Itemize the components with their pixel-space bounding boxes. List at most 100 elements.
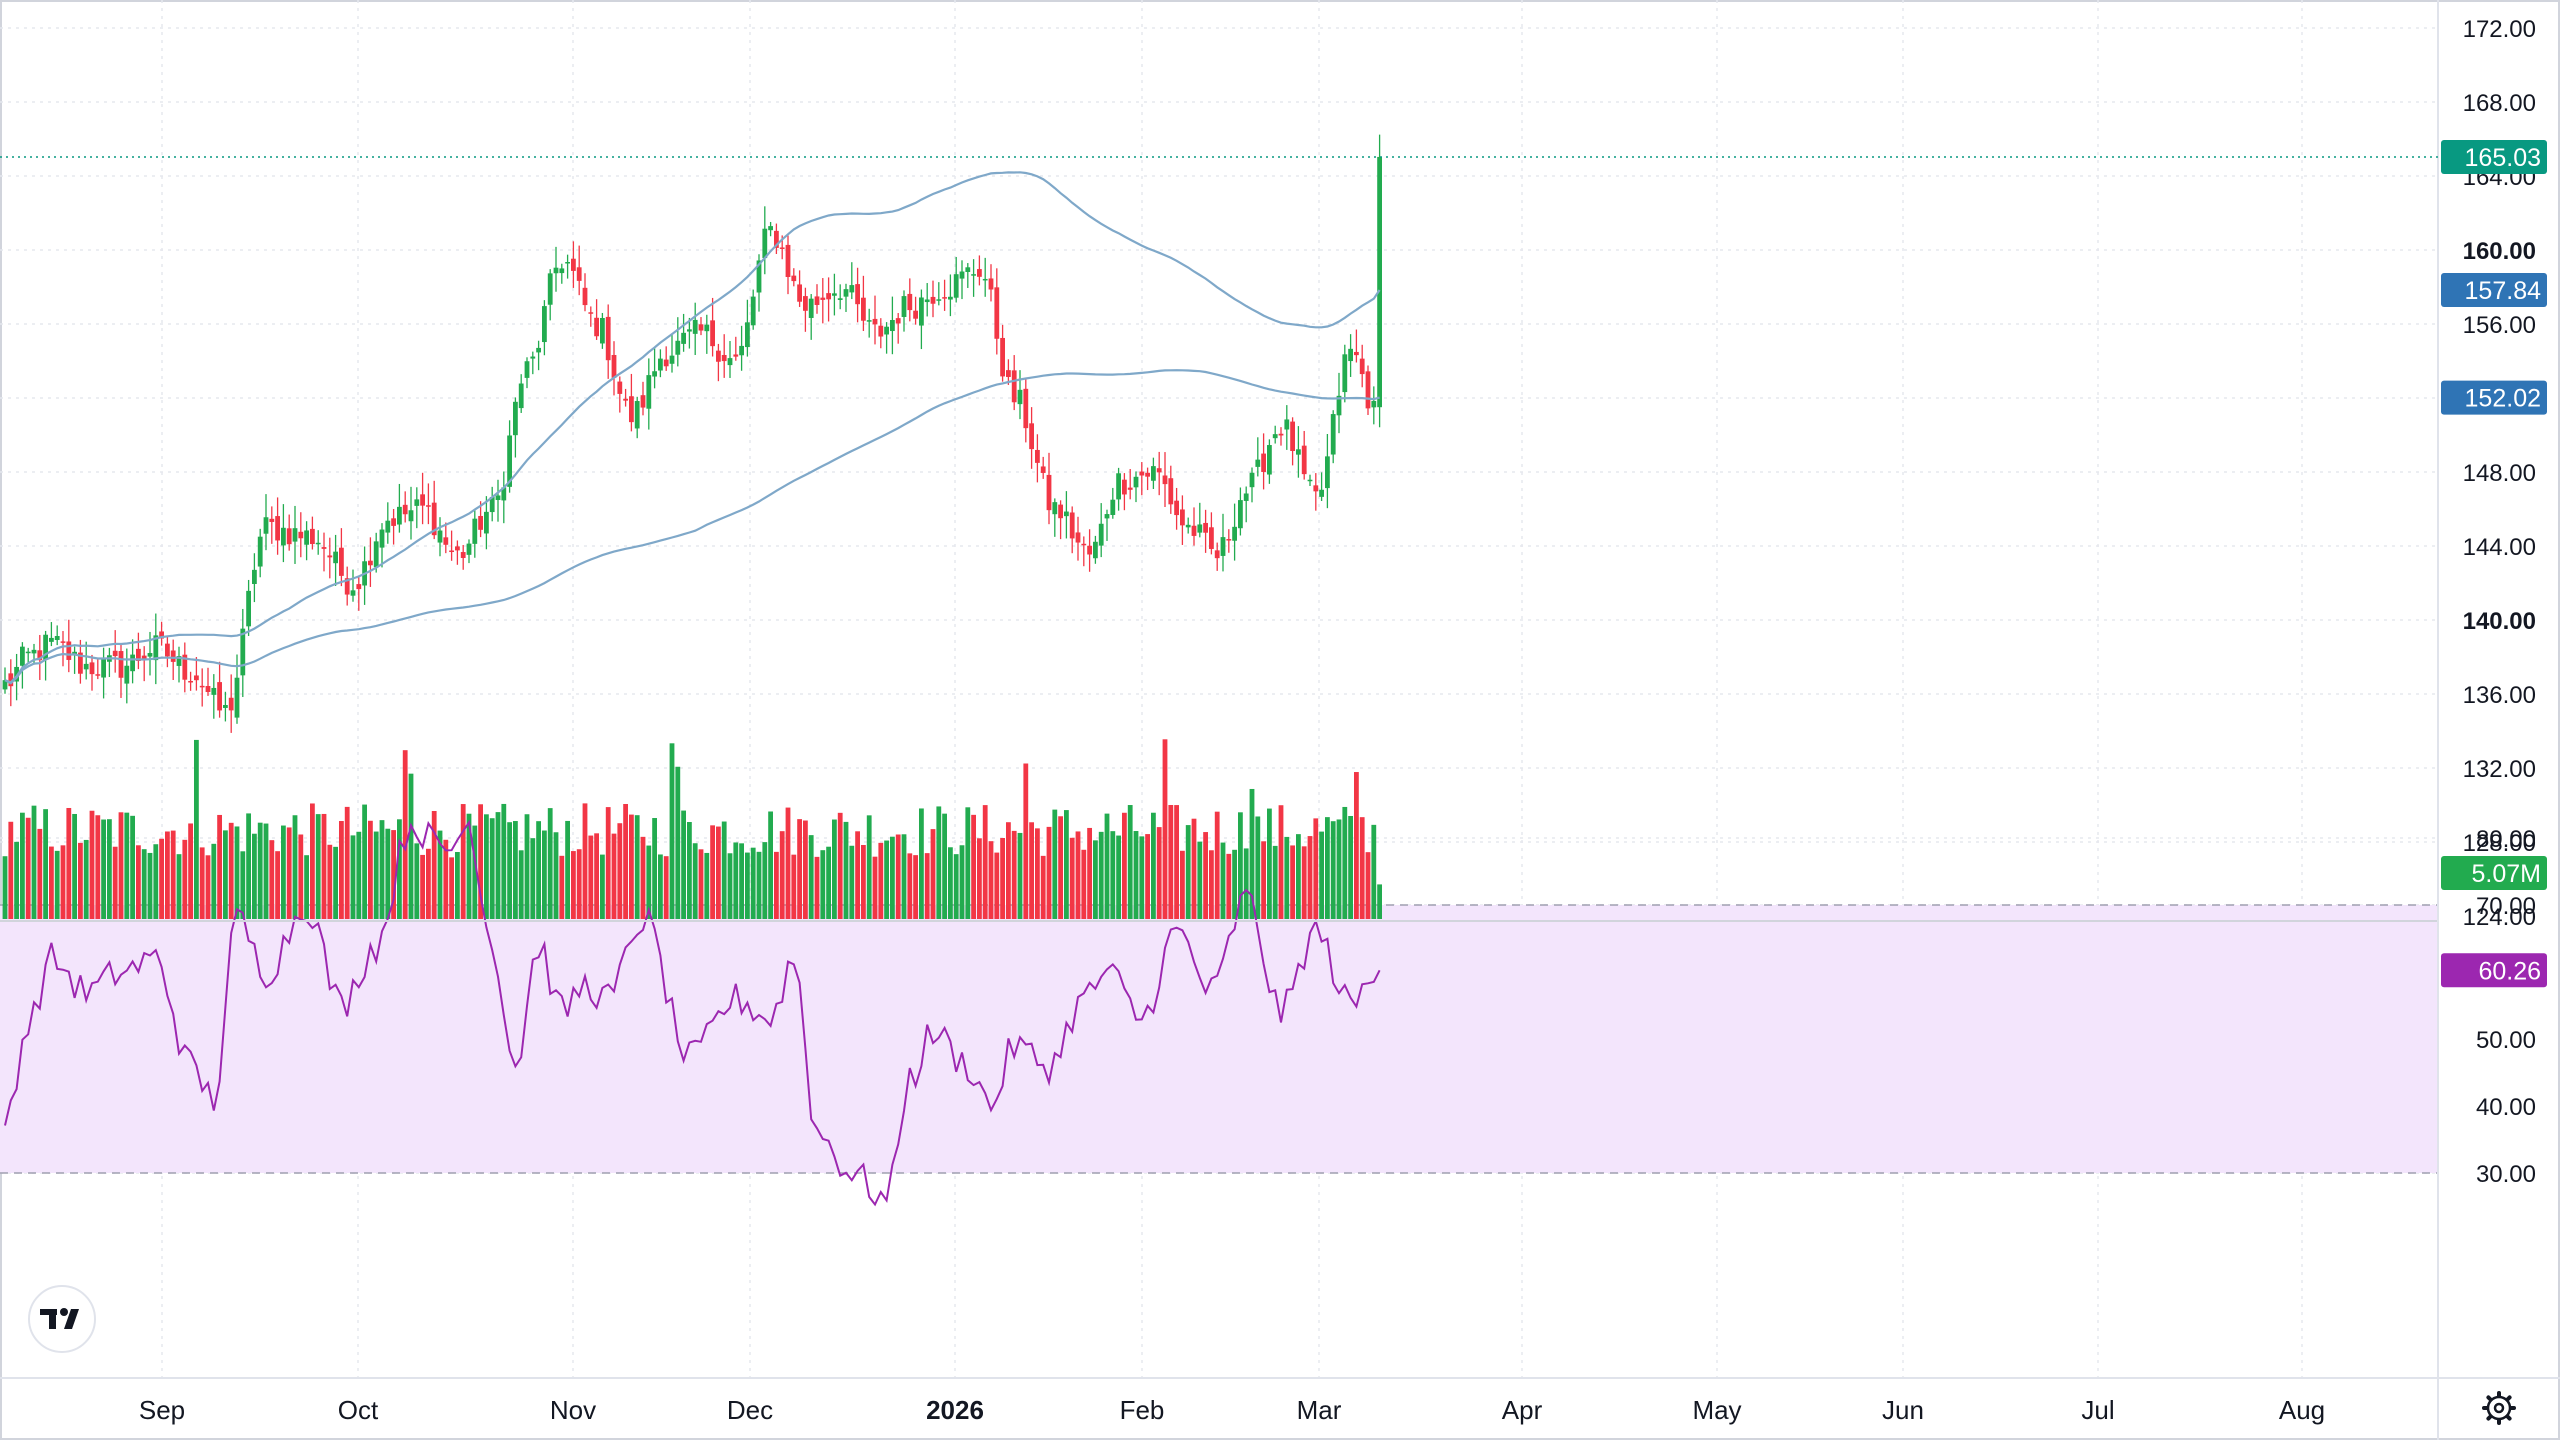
volume-bar (1093, 840, 1098, 919)
time-tick-label: Sep (139, 1395, 185, 1425)
volume-bar (373, 831, 379, 919)
volume-bar (188, 823, 193, 919)
volume-bar (803, 820, 808, 919)
volume-bar (420, 854, 425, 919)
candle (1087, 529, 1092, 572)
time-tick-label: Jul (2081, 1395, 2114, 1425)
volume-bar (745, 852, 750, 919)
candle (72, 646, 77, 674)
volume-bar (675, 766, 681, 919)
volume-bar (1127, 805, 1133, 919)
candle (895, 313, 901, 344)
candle (205, 667, 211, 696)
candle (1156, 451, 1162, 496)
candle (1151, 457, 1156, 489)
volume-bar (95, 815, 101, 919)
candle (1261, 433, 1266, 490)
volume-bar (861, 844, 866, 919)
volume-bar (199, 847, 205, 919)
candle (524, 357, 530, 389)
candle (1359, 344, 1365, 388)
volume-bar (14, 841, 19, 919)
volume-bar (1023, 763, 1029, 919)
candle (919, 289, 924, 350)
volume-bar (756, 851, 762, 919)
candle (884, 322, 889, 354)
volume-bar (895, 834, 901, 919)
candle (681, 313, 686, 352)
volume-bar (275, 851, 280, 919)
candle (1348, 334, 1353, 377)
candle (402, 491, 408, 523)
volume-bar (1185, 825, 1191, 919)
volume-bar (1029, 822, 1034, 919)
tradingview-logo-button[interactable] (28, 1285, 96, 1353)
candle (1069, 506, 1075, 554)
volume-bar (652, 818, 657, 919)
volume-bar (1122, 812, 1127, 919)
candle (199, 668, 205, 707)
volume-bar (814, 856, 820, 919)
candle (837, 284, 843, 310)
volume-bar (547, 808, 553, 919)
volume-bar (194, 739, 199, 919)
candle (971, 259, 976, 297)
candle (582, 273, 588, 312)
candle (1301, 430, 1307, 480)
volume-bar (252, 833, 257, 919)
volume-bar (646, 845, 652, 919)
volume-bar (791, 854, 797, 919)
candle (269, 506, 275, 544)
settings-gear-icon[interactable] (2482, 1391, 2516, 1425)
volume-bar (1209, 850, 1214, 919)
rsi-axis[interactable]: 80.00 70.00 50.00 40.00 30.00 (2476, 826, 2536, 1188)
volume-bar (1081, 849, 1087, 919)
candle (321, 532, 327, 572)
volume-bar (72, 813, 77, 919)
candle (414, 487, 420, 529)
volume-bar (1249, 788, 1255, 919)
candle (1290, 417, 1295, 466)
volume-bar (582, 803, 588, 919)
moving-averages (4, 171, 1381, 685)
candle (385, 502, 391, 544)
svg-text:165.03: 165.03 (2465, 144, 2541, 172)
candle (252, 553, 257, 603)
volume-bar (727, 853, 733, 919)
volume-bar (536, 821, 541, 919)
candle (78, 639, 83, 684)
volume-bar (1371, 824, 1377, 919)
candle (658, 349, 663, 378)
candle (774, 223, 779, 254)
volume-bar (965, 807, 971, 919)
volume-bar (623, 804, 628, 919)
candle (1249, 467, 1255, 503)
candle (426, 483, 431, 525)
candle (43, 630, 48, 681)
candle (675, 317, 681, 367)
volume-bar (391, 830, 396, 919)
volume-bar (1325, 817, 1330, 919)
candle (1006, 359, 1011, 385)
volume-bar (402, 750, 408, 919)
candle (1052, 498, 1058, 537)
candle (246, 579, 251, 636)
volume-bar (489, 818, 495, 919)
candle (576, 245, 582, 296)
volume-bar (878, 842, 884, 919)
volume-bar (298, 834, 304, 919)
volume-bar (901, 834, 907, 919)
volume-bar (170, 830, 176, 919)
volume-bar (1110, 831, 1116, 919)
volume-bar (20, 812, 25, 919)
candle (124, 648, 130, 704)
volume-bar (1035, 828, 1040, 919)
volume-bar (153, 844, 159, 919)
time-axis[interactable]: Sep Oct Nov Dec 2026 Feb Mar Apr May Jun Jul Aug (139, 1395, 2325, 1425)
candle (217, 661, 222, 718)
volume-bar (246, 813, 251, 919)
candle (872, 295, 878, 345)
volume-bar (553, 832, 559, 919)
